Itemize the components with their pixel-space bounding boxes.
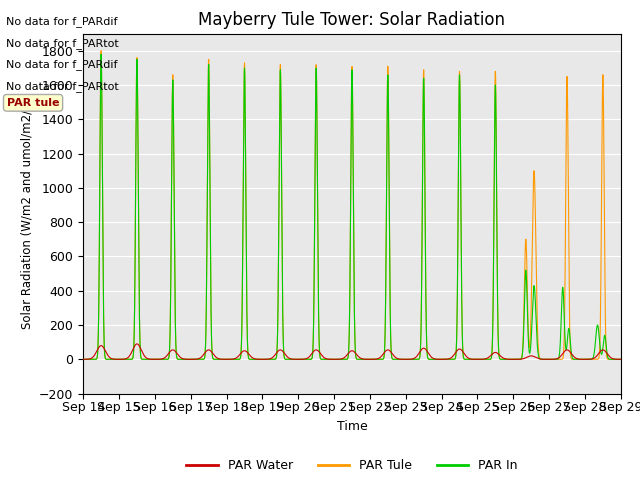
Text: No data for f_PARtot: No data for f_PARtot (6, 37, 119, 48)
X-axis label: Time: Time (337, 420, 367, 433)
Text: No data for f_PARtot: No data for f_PARtot (6, 81, 119, 92)
Title: Mayberry Tule Tower: Solar Radiation: Mayberry Tule Tower: Solar Radiation (198, 11, 506, 29)
Legend: PAR Water, PAR Tule, PAR In: PAR Water, PAR Tule, PAR In (181, 455, 523, 477)
Y-axis label: Solar Radiation (W/m2 and umol/m2/s): Solar Radiation (W/m2 and umol/m2/s) (20, 99, 33, 328)
Text: PAR tule: PAR tule (7, 98, 60, 108)
Text: No data for f_PARdif: No data for f_PARdif (6, 16, 118, 27)
Text: No data for f_PARdif: No data for f_PARdif (6, 59, 118, 70)
